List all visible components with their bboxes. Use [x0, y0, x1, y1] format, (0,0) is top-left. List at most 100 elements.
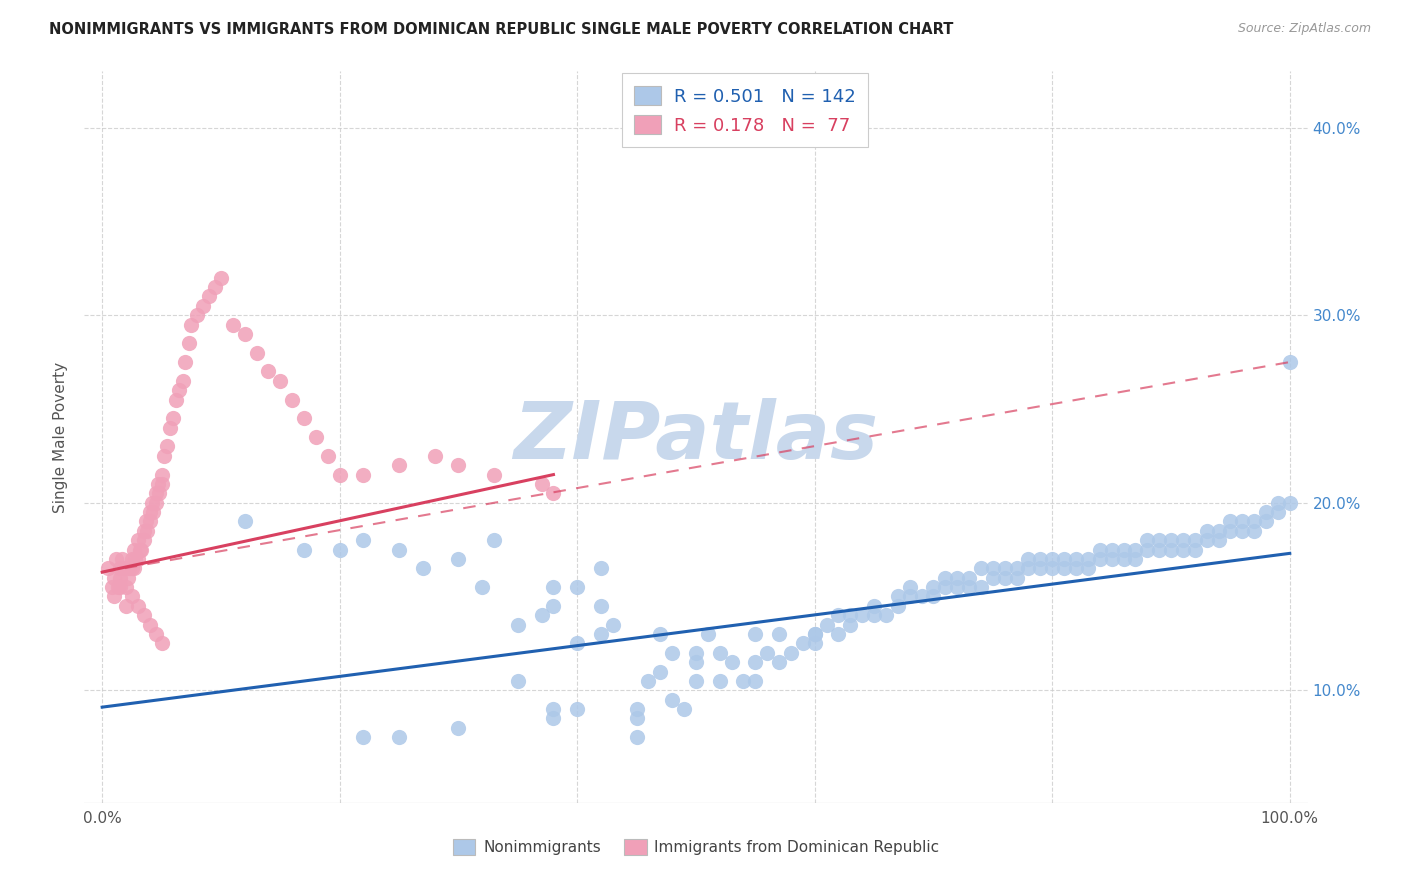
Point — [768, 627, 790, 641]
Point — [1219, 515, 1241, 529]
Point — [506, 617, 529, 632]
Point — [281, 392, 304, 407]
Point — [994, 561, 1017, 575]
Point — [198, 289, 221, 303]
Point — [1064, 561, 1087, 575]
Point — [589, 599, 612, 613]
Point — [1171, 533, 1194, 548]
Point — [388, 458, 411, 473]
Point — [131, 542, 153, 557]
Point — [447, 552, 470, 566]
Point — [1243, 515, 1265, 529]
Point — [257, 364, 280, 378]
Point — [132, 608, 155, 623]
Point — [1029, 561, 1052, 575]
Point — [107, 580, 129, 594]
Point — [543, 580, 565, 594]
Point — [209, 270, 232, 285]
Point — [803, 627, 825, 641]
Point — [121, 590, 143, 604]
Point — [1254, 515, 1277, 529]
Point — [626, 702, 648, 716]
Point — [1005, 561, 1028, 575]
Point — [898, 580, 921, 594]
Point — [1195, 524, 1218, 538]
Point — [388, 542, 411, 557]
Point — [1112, 542, 1135, 557]
Point — [159, 420, 181, 434]
Point — [637, 673, 659, 688]
Point — [1160, 533, 1182, 548]
Point — [292, 542, 315, 557]
Point — [946, 580, 969, 594]
Point — [145, 627, 167, 641]
Point — [122, 561, 145, 575]
Point — [650, 627, 672, 641]
Point — [352, 467, 374, 482]
Point — [863, 608, 886, 623]
Point — [875, 608, 897, 623]
Point — [108, 571, 131, 585]
Point — [121, 552, 143, 566]
Text: ZIPatlas: ZIPatlas — [513, 398, 879, 476]
Point — [506, 673, 529, 688]
Point — [1136, 533, 1159, 548]
Point — [115, 580, 138, 594]
Point — [191, 299, 214, 313]
Point — [709, 673, 731, 688]
Point — [127, 552, 149, 566]
Point — [423, 449, 446, 463]
Point — [329, 542, 352, 557]
Point — [352, 730, 374, 744]
Point — [696, 627, 718, 641]
Point — [329, 467, 352, 482]
Point — [97, 561, 120, 575]
Point — [1208, 533, 1230, 548]
Point — [827, 608, 849, 623]
Point — [1147, 533, 1170, 548]
Point — [602, 617, 624, 632]
Point — [112, 561, 135, 575]
Point — [1101, 552, 1123, 566]
Point — [127, 533, 149, 548]
Point — [1112, 552, 1135, 566]
Point — [148, 486, 170, 500]
Point — [1088, 552, 1111, 566]
Point — [117, 571, 139, 585]
Point — [815, 617, 838, 632]
Point — [1219, 524, 1241, 538]
Point — [589, 561, 612, 575]
Point — [177, 336, 200, 351]
Point — [124, 552, 146, 566]
Point — [1184, 542, 1206, 557]
Point — [780, 646, 803, 660]
Point — [141, 496, 163, 510]
Point — [127, 599, 149, 613]
Text: Source: ZipAtlas.com: Source: ZipAtlas.com — [1237, 22, 1371, 36]
Point — [132, 524, 155, 538]
Point — [136, 524, 159, 538]
Point — [803, 627, 825, 641]
Point — [103, 590, 125, 604]
Point — [150, 636, 173, 650]
Point — [543, 486, 565, 500]
Point — [412, 561, 434, 575]
Point — [447, 458, 470, 473]
Point — [792, 636, 814, 650]
Point — [118, 561, 141, 575]
Point — [673, 702, 696, 716]
Point — [150, 477, 173, 491]
Point — [839, 617, 862, 632]
Point — [1136, 542, 1159, 557]
Point — [898, 590, 921, 604]
Point — [1077, 552, 1099, 566]
Point — [1160, 542, 1182, 557]
Point — [957, 580, 980, 594]
Point — [543, 711, 565, 725]
Point — [138, 515, 160, 529]
Point — [1278, 355, 1301, 369]
Point — [887, 590, 910, 604]
Point — [471, 580, 494, 594]
Point — [1064, 552, 1087, 566]
Point — [145, 486, 167, 500]
